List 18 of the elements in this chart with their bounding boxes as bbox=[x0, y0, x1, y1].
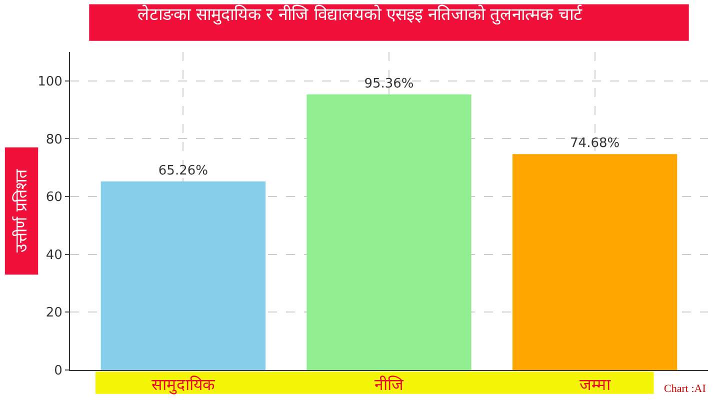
x-tick-label: नीजि bbox=[374, 375, 404, 394]
chart-title: लेटाङका सामुदायिक र नीजि विद्यालयको एसइइ नतिजाको तुलनात्मक चार्ट bbox=[137, 4, 583, 25]
y-tick-label: 0 bbox=[54, 364, 62, 379]
y-tick-label: 100 bbox=[38, 74, 62, 90]
data-label: 74.68% bbox=[570, 136, 620, 152]
y-tick-label: 80 bbox=[46, 132, 62, 148]
y-tick-label: 40 bbox=[46, 248, 62, 263]
x-tick-label: सामुदायिक bbox=[152, 375, 216, 396]
data-label: 65.26% bbox=[158, 163, 208, 178]
data-label: 95.36% bbox=[364, 76, 414, 92]
y-tick-label: 20 bbox=[46, 306, 62, 321]
text: Chart :AI bbox=[664, 383, 706, 395]
x-tick-label: जम्मा bbox=[579, 375, 612, 394]
y-tick-label: 60 bbox=[46, 190, 62, 206]
bar bbox=[512, 154, 678, 370]
y-axis-title: उत्तीर्ण प्रतिशत bbox=[11, 168, 30, 253]
bar bbox=[306, 94, 472, 370]
bar bbox=[100, 181, 266, 370]
